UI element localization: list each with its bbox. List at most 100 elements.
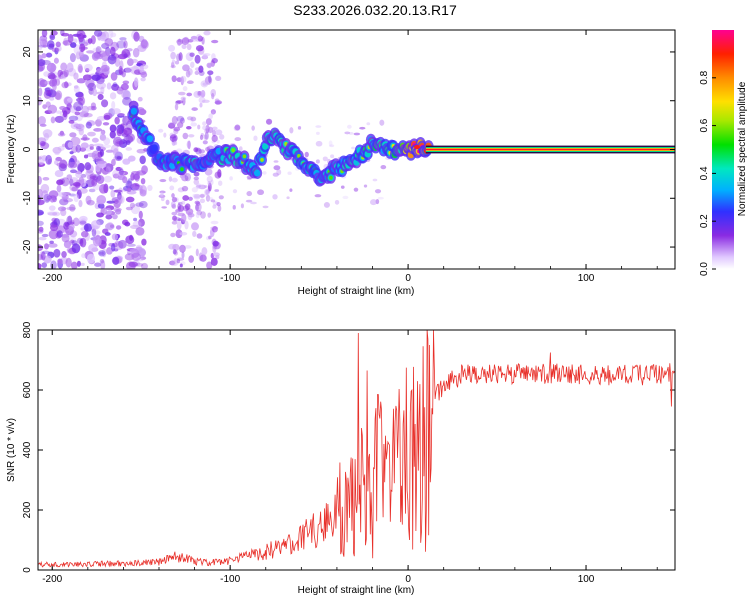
heatmap-cell (119, 167, 124, 175)
heatmap-cell (203, 30, 211, 36)
heatmap-cell (80, 142, 89, 149)
heatmap-cell (133, 217, 138, 222)
y-tick-label: 200 (22, 501, 33, 518)
heatmap-cell (195, 45, 204, 52)
heatmap-cell (65, 257, 72, 268)
heatmap-cell (117, 171, 126, 176)
heatmap-cell (191, 187, 198, 193)
heatmap-cell (83, 113, 93, 118)
heatmap-cell (231, 148, 235, 153)
heatmap-cell (340, 185, 345, 189)
heatmap-cell (207, 70, 214, 76)
heatmap-cell (52, 146, 62, 154)
heatmap-cell (323, 201, 330, 208)
heatmap-cell (80, 262, 85, 266)
heatmap-cell (240, 203, 244, 209)
heatmap-cell (140, 77, 146, 82)
heatmap-cell (117, 194, 123, 204)
heatmap-cell (79, 220, 87, 225)
heatmap-cell (67, 33, 74, 44)
heatmap-cell (96, 195, 107, 205)
heatmap-cell (413, 145, 420, 150)
heatmap-cell (191, 222, 199, 231)
heatmap-cell (112, 169, 120, 179)
heatmap-cell (140, 71, 148, 78)
y-tick-label: 800 (22, 321, 33, 338)
heatmap-cell (177, 201, 183, 206)
heatmap-cell (49, 79, 56, 87)
heatmap-cell (38, 59, 46, 67)
heatmap-cell (40, 251, 46, 261)
heatmap-cell (67, 249, 72, 254)
heatmap-cell (41, 262, 48, 268)
heatmap-cell (78, 199, 83, 208)
heatmap-cell (168, 122, 176, 129)
heatmap-cell (129, 224, 140, 230)
heatmap-cell (76, 78, 86, 84)
heatmap-cell (171, 177, 178, 183)
heatmap-cell (93, 143, 104, 147)
heatmap-cell (172, 215, 177, 221)
heatmap-cell (212, 240, 219, 247)
heatmap-cell (38, 166, 41, 174)
heatmap-cell (83, 63, 93, 72)
heatmap-cell (61, 32, 70, 37)
heatmap-cell (202, 121, 207, 126)
heatmap-cell (69, 219, 75, 225)
heatmap-cell (262, 142, 269, 150)
heatmap-cell (118, 139, 128, 148)
heatmap-cell (96, 212, 104, 218)
heatmap-cell (105, 214, 113, 220)
heatmap-cell (177, 187, 185, 193)
heatmap-cell (114, 116, 120, 125)
heatmap-cell (102, 228, 109, 234)
heatmap-cell (139, 65, 144, 74)
heatmap-cell (85, 68, 90, 73)
heatmap-cell (38, 155, 45, 166)
heatmap-cell (334, 199, 340, 205)
heatmap-cell (130, 107, 138, 115)
heatmap-cell (215, 75, 222, 82)
heatmap-cell (163, 132, 167, 138)
heatmap-cell (43, 132, 50, 141)
heatmap-cell (56, 162, 66, 167)
heatmap-cell (38, 209, 44, 216)
snr-series-line (38, 330, 675, 568)
heatmap-cell (200, 211, 206, 219)
heatmap-cell (234, 124, 241, 131)
x-tick-label: -100 (220, 574, 240, 585)
heatmap-cell (46, 195, 53, 200)
heatmap-cell (205, 194, 211, 202)
snr-series-group (38, 330, 675, 568)
heatmap-cell (186, 43, 192, 51)
x-tick-label: -200 (42, 574, 62, 585)
heatmap-cell (212, 252, 220, 257)
heatmap-cell (41, 233, 49, 238)
heatmap-cell (45, 198, 51, 202)
heatmap-cell (59, 198, 69, 206)
heatmap-cell (125, 206, 133, 211)
heatmap-cell (60, 233, 70, 238)
heatmap-cell (101, 248, 107, 258)
heatmap-cell (118, 239, 127, 249)
heatmap-cell (184, 173, 191, 182)
heatmap-cell (211, 111, 215, 115)
heatmap-cell (132, 186, 142, 191)
heatmap-cell (180, 117, 185, 124)
heatmap-cell (169, 132, 175, 138)
x-tick-label: 0 (405, 574, 411, 585)
heatmap-cell (135, 227, 145, 236)
heatmap-cell (272, 172, 279, 177)
heatmap-cell (127, 178, 133, 188)
heatmap-cell (113, 207, 122, 212)
heatmap-cell (245, 199, 253, 203)
heatmap-cell (131, 182, 140, 190)
heatmap-cell (96, 91, 104, 95)
heatmap-cell (140, 262, 148, 269)
heatmap-cell (40, 183, 50, 194)
heatmap-cell (40, 142, 50, 150)
heatmap-cell (178, 52, 183, 62)
heatmap-cell (125, 235, 135, 245)
heatmap-cell (78, 32, 84, 43)
heatmap-cell (70, 145, 78, 153)
